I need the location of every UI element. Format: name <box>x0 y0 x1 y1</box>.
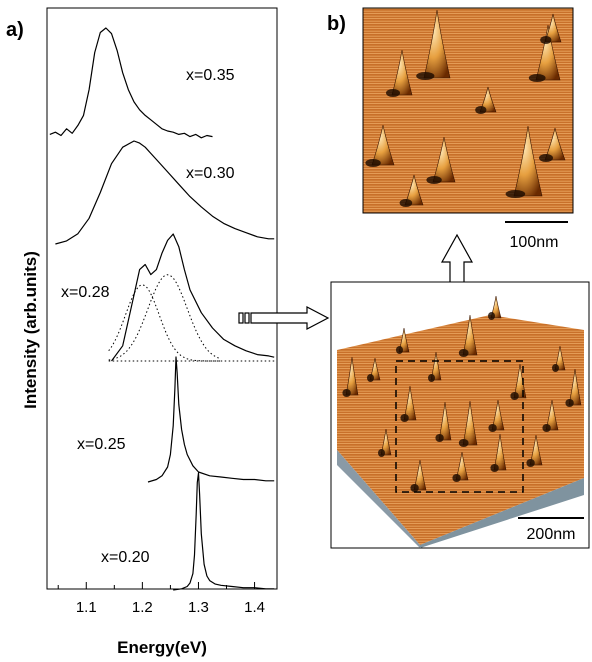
series-label: x=0.30 <box>186 165 235 182</box>
afm-spike <box>413 459 427 491</box>
afm-spike-shadow <box>435 434 444 442</box>
series-labels: x=0.35 x=0.30 x=0.28 x=0.25 x=0.20 <box>61 67 235 566</box>
afm-zoom-image <box>362 7 574 214</box>
series-line <box>55 140 275 245</box>
afm-spike-shadow <box>386 89 400 97</box>
afm-spike-shadow <box>342 389 351 397</box>
afm-spike <box>544 127 566 161</box>
afm-spike-shadow <box>528 74 546 82</box>
panel-a-label: a) <box>6 19 24 41</box>
afm-spike <box>479 86 497 113</box>
afm-spike <box>544 13 562 43</box>
afm-spike <box>513 125 543 197</box>
afm-spike <box>491 399 505 431</box>
afm-spike-shadow <box>367 374 374 382</box>
series-label: x=0.25 <box>77 436 126 453</box>
chart-frame <box>46 7 278 590</box>
series-label: x=0.20 <box>101 549 150 566</box>
afm-spike-shadow <box>510 392 519 400</box>
afm-spike-shadow <box>565 399 574 407</box>
afm-spike <box>513 363 527 399</box>
afm-spike <box>462 400 478 446</box>
afm-spike <box>430 351 442 381</box>
afm-spike <box>535 24 561 81</box>
right-arrow <box>238 306 330 330</box>
afm-spike-shadow <box>490 464 499 472</box>
spectra <box>49 27 277 591</box>
afm-spike <box>369 357 381 381</box>
afm-spike <box>432 136 456 183</box>
x-axis-label: Energy(eV) <box>117 638 207 657</box>
afm-spike <box>554 345 566 371</box>
panel-b-label: b) <box>327 13 346 35</box>
afm-spike <box>568 368 582 406</box>
afm-spike-shadow <box>540 36 552 44</box>
series-line <box>111 233 275 362</box>
afm-spike-shadow <box>365 159 381 167</box>
afm-spike-shadow <box>458 439 469 447</box>
afm-spike <box>545 399 559 431</box>
afm-spike <box>493 433 507 471</box>
afm-spike <box>455 451 469 481</box>
fit-component <box>108 284 221 362</box>
y-axis-label: Intensity (arb.units) <box>21 251 40 409</box>
afm-spike-shadow <box>488 312 495 320</box>
afm-spike <box>371 124 395 166</box>
afm-spike-shadow <box>475 106 487 114</box>
afm-spike-shadow <box>399 199 413 207</box>
afm-spike-shadow <box>400 414 409 422</box>
series-line <box>147 356 275 483</box>
afm-spike-shadow <box>428 374 435 382</box>
afm-spike-shadow <box>396 346 403 354</box>
scale-label-100nm: 100nm <box>510 234 559 251</box>
scale-label-200nm: 200nm <box>527 526 576 543</box>
afm-spike-shadow <box>526 459 535 467</box>
x-tick-label: 1.2 <box>132 599 153 616</box>
afm-3d-image <box>337 295 584 548</box>
x-tick-label: 1.4 <box>244 599 265 616</box>
x-axis-ticks: 1.1 1.2 1.3 1.4 <box>57 582 265 616</box>
afm-spike-shadow <box>542 424 551 432</box>
afm-spike-shadow <box>488 424 497 432</box>
series-line <box>173 472 275 591</box>
afm-spike <box>404 174 424 206</box>
afm-spike-shadow <box>416 72 435 80</box>
afm-spike <box>462 314 478 356</box>
afm-spike <box>403 385 417 421</box>
series-line <box>49 27 213 139</box>
afm-spike-shadow <box>410 484 419 492</box>
afm-spike <box>391 49 413 96</box>
afm-spike-shadow <box>552 364 559 372</box>
afm-spike <box>423 9 451 79</box>
afm-spike <box>345 356 359 396</box>
afm-spike <box>380 428 392 456</box>
afm-spike <box>490 295 502 319</box>
series-label: x=0.35 <box>186 67 235 84</box>
afm-spike-shadow <box>378 449 385 457</box>
afm-spike <box>398 327 410 353</box>
series-label: x=0.28 <box>61 284 110 301</box>
afm-spike-shadow <box>426 176 442 184</box>
afm-spike <box>529 434 543 466</box>
afm-spike-shadow <box>505 190 526 198</box>
afm-spike-shadow <box>452 474 461 482</box>
afm-spike-shadow <box>458 349 469 357</box>
afm-spike <box>438 401 452 441</box>
x-tick-label: 1.1 <box>76 599 97 616</box>
x-tick-label: 1.3 <box>188 599 209 616</box>
afm-spike-shadow <box>539 154 553 162</box>
